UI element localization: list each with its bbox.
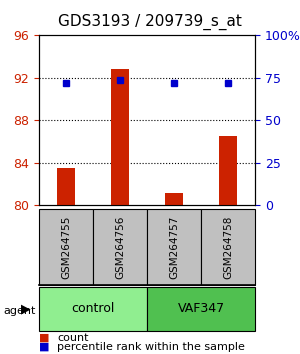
- Text: count: count: [57, 333, 88, 343]
- Text: control: control: [71, 302, 115, 315]
- Bar: [165, 193, 184, 205]
- Bar: [56, 168, 76, 205]
- Text: ▶: ▶: [21, 302, 30, 315]
- Text: GSM264758: GSM264758: [223, 215, 233, 279]
- Text: GSM264757: GSM264757: [169, 215, 179, 279]
- Bar: [111, 69, 130, 205]
- Text: GDS3193 / 209739_s_at: GDS3193 / 209739_s_at: [58, 14, 242, 30]
- Bar: [219, 136, 238, 205]
- Text: GSM264756: GSM264756: [115, 215, 125, 279]
- Text: ■: ■: [39, 342, 50, 352]
- Text: agent: agent: [3, 306, 35, 316]
- Text: percentile rank within the sample: percentile rank within the sample: [57, 342, 245, 352]
- Text: GSM264755: GSM264755: [61, 215, 71, 279]
- Text: VAF347: VAF347: [177, 302, 225, 315]
- Text: ■: ■: [39, 333, 50, 343]
